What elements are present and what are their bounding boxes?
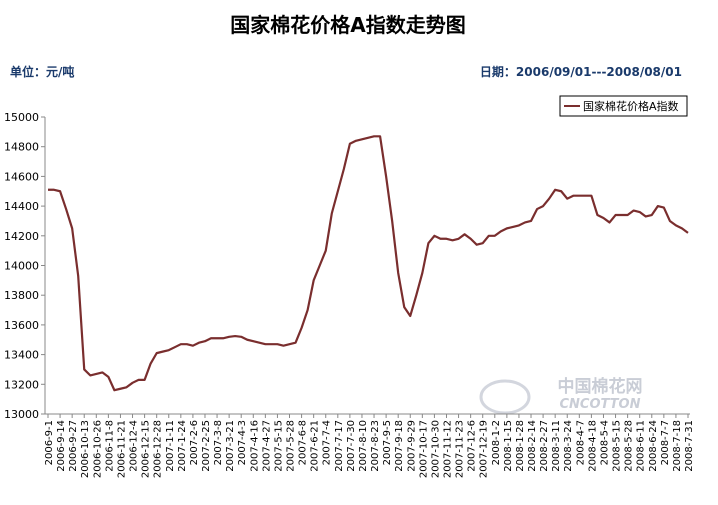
unit-label: 单位：元/吨 [10, 64, 74, 79]
x-tick-label: 2007-11-12 [442, 420, 453, 478]
x-tick-label: 2007-2-6 [189, 420, 200, 465]
y-tick-label: 13400 [4, 349, 39, 362]
x-tick-label: 2008-5-4 [599, 420, 610, 465]
line [48, 135, 689, 392]
x-tick-label: 2008-6-24 [648, 420, 659, 472]
x-tick-label: 2007-8-23 [370, 420, 381, 472]
x-tick-label: 2007-7-30 [346, 420, 357, 472]
x-tick-label: 2006-10-13 [80, 420, 91, 478]
x-tick-label: 2006-11-8 [104, 420, 115, 472]
chart-title: 国家棉花价格A指数走势图 [230, 13, 465, 37]
y-tick-label: 15000 [4, 111, 39, 124]
x-tick-label: 2007-10-17 [418, 420, 429, 478]
x-tick-label: 2006-12-15 [141, 420, 152, 478]
x-tick-label: 2007-3-21 [225, 420, 236, 472]
x-tick-label: 2008-1-28 [515, 420, 526, 472]
x-tick-label: 2007-7-4 [322, 420, 333, 465]
watermark: 中国棉花网 [558, 376, 643, 397]
watermark-logo [479, 379, 531, 415]
x-tick-label: 2006-11-21 [116, 420, 127, 478]
x-tick-label: 2007-10-30 [430, 420, 441, 478]
watermark-sub: CNCOTTON [560, 397, 641, 412]
x-tick-label: 2007-8-10 [358, 420, 369, 472]
x-tick-label: 2008-5-15 [612, 420, 623, 472]
x-tick-label: 2007-5-15 [273, 420, 284, 472]
y-tick-label: 13200 [4, 378, 39, 391]
y-tick-label: 14200 [4, 230, 39, 243]
y-tick-label: 14400 [4, 200, 39, 213]
y-tick-label: 13800 [4, 289, 39, 302]
x-tick-label: 2006-12-4 [129, 420, 140, 472]
x-tick-label: 2008-1-15 [503, 420, 514, 472]
x-tick-label: 2007-12-6 [467, 420, 478, 472]
y-tick-label: 14600 [4, 170, 39, 183]
x-tick-label: 2008-2-27 [539, 420, 550, 472]
x-tick-label: 2007-12-19 [479, 420, 490, 478]
x-tick-label: 2008-3-11 [551, 420, 562, 472]
x-tick-label: 2007-11-23 [455, 420, 466, 478]
x-tick-label: 2008-4-7 [575, 420, 586, 465]
x-tick-label: 2007-1-24 [177, 420, 188, 472]
x-tick-label: 2006-10-26 [92, 420, 103, 478]
y-tick-label: 13600 [4, 319, 39, 332]
x-tick-label: 2008-7-7 [660, 420, 671, 465]
legend-label: 国家棉花价格A指数 [583, 99, 679, 113]
y-tick-label: 14000 [4, 260, 39, 273]
x-tick-label: 2008-3-24 [563, 420, 574, 472]
x-tick-label: 2006-9-14 [56, 420, 67, 472]
x-tick-label: 2008-6-11 [636, 420, 647, 472]
x-tick-label: 2007-1-11 [165, 420, 176, 472]
x-tick-label: 2006-9-27 [68, 420, 79, 472]
x-tick-label: 2007-6-8 [298, 420, 309, 465]
x-tick-label: 2007-5-28 [286, 420, 297, 472]
x-tick-label: 2006-9-1 [44, 420, 55, 465]
x-tick-label: 2008-1-2 [491, 420, 502, 465]
x-tick-label: 2007-2-25 [201, 420, 212, 472]
x-tick-label: 2007-9-5 [382, 420, 393, 465]
x-tick-label: 2007-7-17 [334, 420, 345, 472]
x-tick-label: 2007-4-16 [249, 420, 260, 472]
x-tick-label: 2008-5-28 [624, 420, 635, 472]
x-tick-label: 2007-9-29 [406, 420, 417, 472]
x-tick-label: 2007-4-3 [237, 420, 248, 465]
x-tick-label: 2006-12-28 [153, 420, 164, 478]
y-tick-label: 14800 [4, 141, 39, 154]
x-tick-label: 2008-7-18 [672, 420, 683, 472]
x-tick-label: 2008-7-31 [684, 420, 695, 472]
y-tick-label: 13000 [4, 408, 39, 421]
x-tick-label: 2007-6-21 [310, 420, 321, 472]
x-tick-label: 2007-4-27 [261, 420, 272, 472]
x-tick-label: 2007-9-18 [394, 420, 405, 472]
x-tick-label: 2008-2-14 [527, 420, 538, 472]
x-tick-label: 2008-4-18 [587, 420, 598, 472]
legend-box [559, 95, 688, 117]
x-tick-label: 2007-3-8 [213, 420, 224, 465]
date-range: 日期：2006/09/01---2008/08/01 [480, 64, 682, 79]
